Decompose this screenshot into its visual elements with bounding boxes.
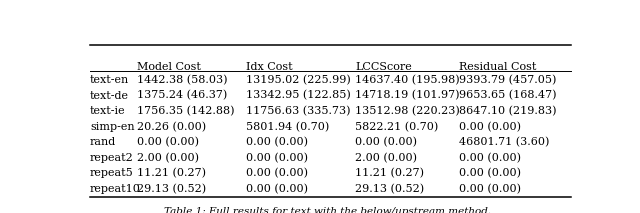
Text: 11.21 (0.27): 11.21 (0.27) (355, 168, 424, 179)
Text: text-de: text-de (90, 91, 129, 101)
Text: 0.00 (0.00): 0.00 (0.00) (246, 184, 308, 194)
Text: 0.00 (0.00): 0.00 (0.00) (460, 168, 522, 179)
Text: 0.00 (0.00): 0.00 (0.00) (460, 184, 522, 194)
Text: 1442.38 (58.03): 1442.38 (58.03) (137, 75, 228, 85)
Text: simp-en: simp-en (90, 122, 134, 132)
Text: 14718.19 (101.97): 14718.19 (101.97) (355, 91, 460, 101)
Text: 0.00 (0.00): 0.00 (0.00) (246, 168, 308, 179)
Text: repeat10: repeat10 (90, 184, 141, 194)
Text: 1756.35 (142.88): 1756.35 (142.88) (137, 106, 234, 116)
Text: 13342.95 (122.85): 13342.95 (122.85) (246, 91, 351, 101)
Text: LCCScore: LCCScore (355, 62, 412, 72)
Text: repeat2: repeat2 (90, 153, 134, 163)
Text: 13195.02 (225.99): 13195.02 (225.99) (246, 75, 351, 85)
Text: 0.00 (0.00): 0.00 (0.00) (246, 153, 308, 163)
Text: 8647.10 (219.83): 8647.10 (219.83) (460, 106, 557, 116)
Text: 0.00 (0.00): 0.00 (0.00) (246, 137, 308, 147)
Text: 0.00 (0.00): 0.00 (0.00) (460, 122, 522, 132)
Text: 5822.21 (0.70): 5822.21 (0.70) (355, 122, 438, 132)
Text: 46801.71 (3.60): 46801.71 (3.60) (460, 137, 550, 147)
Text: 11.21 (0.27): 11.21 (0.27) (137, 168, 206, 179)
Text: 14637.40 (195.98): 14637.40 (195.98) (355, 75, 460, 85)
Text: 1375.24 (46.37): 1375.24 (46.37) (137, 91, 227, 101)
Text: text-en: text-en (90, 75, 129, 85)
Text: Idx Cost: Idx Cost (246, 62, 292, 72)
Text: rand: rand (90, 137, 116, 147)
Text: 20.26 (0.00): 20.26 (0.00) (137, 122, 206, 132)
Text: Residual Cost: Residual Cost (460, 62, 537, 72)
Text: 9653.65 (168.47): 9653.65 (168.47) (460, 91, 557, 101)
Text: 2.00 (0.00): 2.00 (0.00) (355, 153, 417, 163)
Text: 29.13 (0.52): 29.13 (0.52) (137, 184, 206, 194)
Text: 9393.79 (457.05): 9393.79 (457.05) (460, 75, 557, 85)
Text: Model Cost: Model Cost (137, 62, 201, 72)
Text: 0.00 (0.00): 0.00 (0.00) (460, 153, 522, 163)
Text: 0.00 (0.00): 0.00 (0.00) (137, 137, 199, 147)
Text: 5801.94 (0.70): 5801.94 (0.70) (246, 122, 330, 132)
Text: 13512.98 (220.23): 13512.98 (220.23) (355, 106, 460, 116)
Text: 11756.63 (335.73): 11756.63 (335.73) (246, 106, 351, 116)
Text: 29.13 (0.52): 29.13 (0.52) (355, 184, 424, 194)
Text: 2.00 (0.00): 2.00 (0.00) (137, 153, 199, 163)
Text: text-ie: text-ie (90, 106, 125, 116)
Text: Table 1: Full results for text with the below/upstream method.: Table 1: Full results for text with the … (164, 207, 492, 213)
Text: 0.00 (0.00): 0.00 (0.00) (355, 137, 417, 147)
Text: repeat5: repeat5 (90, 168, 134, 178)
